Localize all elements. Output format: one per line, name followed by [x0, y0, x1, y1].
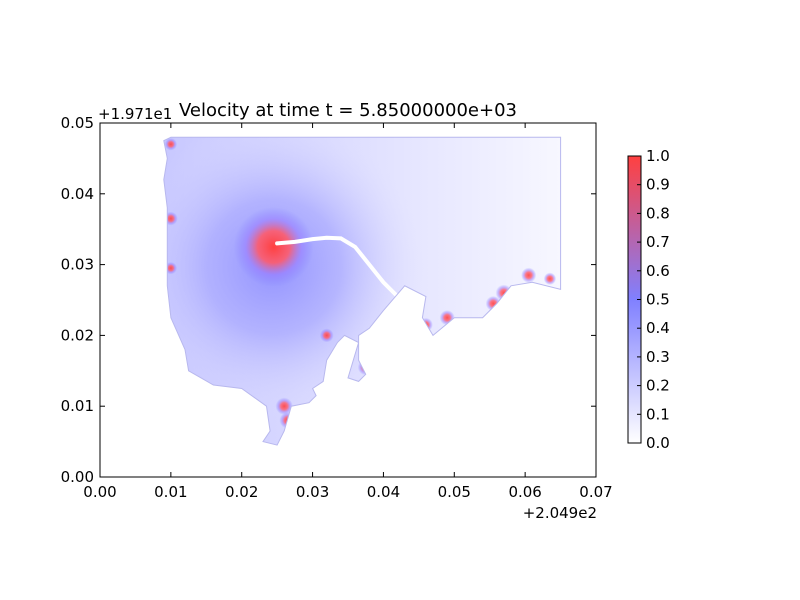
high-velocity-spot — [357, 359, 374, 376]
high-velocity-spot — [275, 397, 293, 415]
colorbar-tick-label: 0.7 — [646, 233, 670, 251]
y-tick-label: 0.02 — [61, 326, 94, 344]
colorbar-tick-label: 1.0 — [646, 147, 670, 165]
colorbar-tick-label: 0.1 — [646, 405, 670, 423]
x-tick-label: 0.06 — [508, 483, 541, 501]
colorbar-tick-label: 0.5 — [646, 291, 670, 309]
x-tick-label: 0.00 — [83, 483, 116, 501]
particle-trajectory — [275, 235, 400, 299]
y-axis: 0.00 0.01 0.02 0.03 0.04 0.05 — [61, 114, 596, 486]
x-axis: 0.00 0.01 0.02 0.03 0.04 0.05 0.06 0.07 — [83, 123, 613, 501]
colorbar-tick-label: 0.0 — [646, 434, 670, 452]
colorbar-tick-label: 0.6 — [646, 262, 670, 280]
colorbar: 0.0 0.1 0.2 0.3 0.4 0.5 0.6 0.7 0.8 0.9 1.0 — [627, 147, 670, 452]
high-velocity-spot — [419, 317, 433, 332]
velocity-field — [163, 137, 561, 446]
high-velocity-spot — [164, 138, 178, 151]
high-velocity-spot — [521, 267, 537, 283]
x-tick-label: 0.05 — [438, 483, 471, 501]
colorbar-tick-label: 0.9 — [646, 176, 670, 194]
high-velocity-spot — [164, 261, 178, 275]
colorbar-tick-label: 0.3 — [646, 348, 670, 366]
y-tick-label: 0.05 — [61, 114, 94, 132]
x-tick-label: 0.04 — [367, 483, 400, 501]
x-offset-label: +2.049e2 — [523, 504, 597, 522]
x-tick-label: 0.07 — [579, 483, 612, 501]
x-tick-label: 0.03 — [296, 483, 329, 501]
high-velocity-spot — [319, 328, 334, 343]
colorbar-tick-label: 0.2 — [646, 377, 670, 395]
colorbar-tick-label: 0.4 — [646, 319, 670, 337]
y-tick-label: 0.04 — [61, 185, 94, 203]
high-velocity-spot — [543, 272, 557, 285]
chart-title: Velocity at time t = 5.85000000e+03 — [179, 100, 517, 121]
y-tick-label: 0.01 — [61, 397, 94, 415]
high-velocity-spot — [163, 211, 178, 226]
colorbar-tick-label: 0.8 — [646, 204, 670, 222]
y-tick-label: 0.03 — [61, 256, 94, 274]
plot-frame — [99, 122, 597, 478]
x-tick-label: 0.02 — [225, 483, 258, 501]
x-tick-label: 0.01 — [154, 483, 187, 501]
y-tick-label: 0.00 — [61, 468, 94, 486]
y-offset-label: +1.971e1 — [98, 105, 172, 123]
high-velocity-spot — [233, 206, 314, 287]
domain-boundary — [163, 136, 562, 446]
high-velocity-spot — [279, 412, 297, 429]
